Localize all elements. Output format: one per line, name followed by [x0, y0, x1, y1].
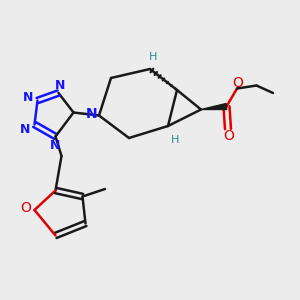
- Text: H: H: [171, 134, 180, 145]
- Text: N: N: [23, 91, 34, 104]
- Text: N: N: [55, 79, 65, 92]
- Text: O: O: [21, 202, 32, 215]
- Text: N: N: [20, 122, 31, 136]
- Text: O: O: [223, 129, 234, 142]
- Text: H: H: [149, 52, 157, 62]
- Text: N: N: [86, 107, 97, 121]
- Text: O: O: [232, 76, 243, 90]
- Text: N: N: [50, 139, 61, 152]
- Polygon shape: [201, 103, 227, 109]
